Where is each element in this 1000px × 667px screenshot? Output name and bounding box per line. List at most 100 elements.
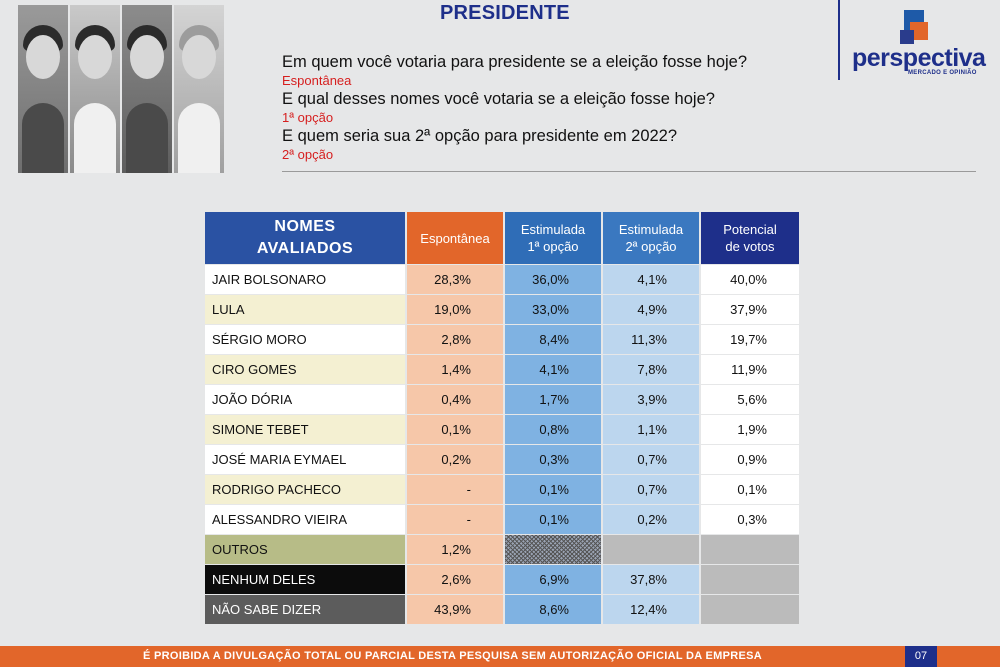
cell-estimulada-2: 3,9% (603, 385, 699, 414)
header-estimulada-2-line1: Estimulada (618, 222, 684, 237)
page-title: PRESIDENTE (440, 2, 570, 24)
header-divider (838, 0, 840, 80)
cell-estimulada-2: 1,1% (603, 415, 699, 444)
cell-estimulada-1: 0,1% (505, 475, 601, 504)
cell-espontanea: 43,9% (407, 595, 503, 624)
portrait-photo (122, 5, 172, 173)
cell-estimulada-2: 4,1% (603, 265, 699, 294)
candidate-name: LULA (205, 295, 405, 324)
logo-mark-icon (900, 10, 930, 46)
cell-estimulada-1: 0,3% (505, 445, 601, 474)
cell-estimulada-2: 0,7% (603, 475, 699, 504)
question-text: E quem seria sua 2ª opção para president… (282, 127, 678, 145)
cell-estimulada-1: 8,4% (505, 325, 601, 354)
candidate-name: JAIR BOLSONARO (205, 265, 405, 294)
candidate-name: NENHUM DELES (205, 565, 405, 594)
header-names-line1: NOMES (274, 218, 336, 235)
table-row: JOÃO DÓRIA 0,4% 1,7% 3,9% 5,6% (205, 384, 799, 414)
cell-not-applicable (701, 565, 799, 594)
footer-bar: É PROIBIDA A DIVULGAÇÃO TOTAL OU PARCIAL… (0, 646, 1000, 667)
header-potencial: Potencial de votos (701, 212, 799, 264)
cell-not-applicable (701, 535, 799, 564)
candidate-name: JOSÉ MARIA EYMAEL (205, 445, 405, 474)
candidate-name: JOÃO DÓRIA (205, 385, 405, 414)
cell-potencial: 37,9% (701, 295, 799, 324)
company-logo: perspectiva MERCADO E OPINIÃO (852, 8, 986, 76)
candidate-name: OUTROS (205, 535, 405, 564)
header-espontanea: Espontânea (407, 212, 503, 264)
survey-questions: Em quem você votaria para presidente se … (282, 52, 982, 163)
candidate-name: SÉRGIO MORO (205, 325, 405, 354)
cell-estimulada-1: 8,6% (505, 595, 601, 624)
table-row: CIRO GOMES 1,4% 4,1% 7,8% 11,9% (205, 354, 799, 384)
table-row: NENHUM DELES 2,6% 6,9% 37,8% (205, 564, 799, 594)
cell-estimulada-1: 6,9% (505, 565, 601, 594)
cell-espontanea: 1,2% (407, 535, 503, 564)
candidate-name: RODRIGO PACHECO (205, 475, 405, 504)
candidate-name: CIRO GOMES (205, 355, 405, 384)
question-text: Em quem você votaria para presidente se … (282, 53, 748, 71)
questions-divider (282, 171, 976, 172)
cell-potencial: 0,1% (701, 475, 799, 504)
question-tag: 2ª opção (282, 147, 334, 162)
cell-estimulada-2: 37,8% (603, 565, 699, 594)
cell-espontanea: - (407, 475, 503, 504)
cell-estimulada-2: 12,4% (603, 595, 699, 624)
page-number: 07 (905, 646, 937, 667)
header-estimulada-1-line1: Estimulada (520, 222, 586, 237)
cell-potencial: 1,9% (701, 415, 799, 444)
candidate-name: NÃO SABE DIZER (205, 595, 405, 624)
cell-estimulada-1: 36,0% (505, 265, 601, 294)
cell-estimulada-2: 0,7% (603, 445, 699, 474)
table-row: OUTROS 1,2% (205, 534, 799, 564)
header-potencial-line1: Potencial (723, 222, 777, 237)
cell-estimulada-2: 4,9% (603, 295, 699, 324)
cell-not-applicable (603, 535, 699, 564)
cell-estimulada-2: 0,2% (603, 505, 699, 534)
cell-espontanea: 0,2% (407, 445, 503, 474)
portrait-photo (70, 5, 120, 173)
cell-espontanea: 19,0% (407, 295, 503, 324)
header-potencial-line2: de votos (725, 239, 775, 254)
cell-estimulada-1: 1,7% (505, 385, 601, 414)
cell-estimulada-1: 0,1% (505, 505, 601, 534)
header-estimulada-1: Estimulada 1ª opção (505, 212, 601, 264)
question-tag: 1ª opção (282, 110, 334, 125)
cell-potencial: 40,0% (701, 265, 799, 294)
header-estimulada-1-line2: 1ª opção (527, 239, 579, 254)
cell-espontanea: - (407, 505, 503, 534)
results-table: NOMES AVALIADOS Espontânea Estimulada 1ª o… (205, 212, 799, 624)
cell-not-applicable (505, 535, 601, 564)
cell-espontanea: 1,4% (407, 355, 503, 384)
portrait-photo (18, 5, 68, 173)
cell-espontanea: 0,4% (407, 385, 503, 414)
table-row: SÉRGIO MORO 2,8% 8,4% 11,3% 19,7% (205, 324, 799, 354)
table-row: RODRIGO PACHECO - 0,1% 0,7% 0,1% (205, 474, 799, 504)
cell-estimulada-2: 7,8% (603, 355, 699, 384)
table-row: JAIR BOLSONARO 28,3% 36,0% 4,1% 40,0% (205, 264, 799, 294)
header-estimulada-2-line2: 2ª opção (625, 239, 677, 254)
cell-not-applicable (701, 595, 799, 624)
cell-estimulada-1: 0,8% (505, 415, 601, 444)
header-names: NOMES AVALIADOS (205, 212, 405, 264)
table-header: NOMES AVALIADOS Espontânea Estimulada 1ª o… (205, 212, 799, 264)
cell-espontanea: 0,1% (407, 415, 503, 444)
portrait-photo (174, 5, 224, 173)
cell-estimulada-2: 11,3% (603, 325, 699, 354)
logo-text: perspectiva (852, 44, 986, 72)
cell-estimulada-1: 4,1% (505, 355, 601, 384)
table-row: SIMONE TEBET 0,1% 0,8% 1,1% 1,9% (205, 414, 799, 444)
cell-espontanea: 2,8% (407, 325, 503, 354)
table-row: NÃO SABE DIZER 43,9% 8,6% 12,4% (205, 594, 799, 624)
cell-espontanea: 2,6% (407, 565, 503, 594)
candidates-photo-strip (18, 5, 224, 173)
cell-potencial: 5,6% (701, 385, 799, 414)
table-row: ALESSANDRO VIEIRA - 0,1% 0,2% 0,3% (205, 504, 799, 534)
footer-disclaimer: É PROIBIDA A DIVULGAÇÃO TOTAL OU PARCIAL… (143, 650, 762, 662)
candidate-name: SIMONE TEBET (205, 415, 405, 444)
cell-potencial: 19,7% (701, 325, 799, 354)
cell-potencial: 0,9% (701, 445, 799, 474)
header-estimulada-2: Estimulada 2ª opção (603, 212, 699, 264)
cell-potencial: 0,3% (701, 505, 799, 534)
table-row: LULA 19,0% 33,0% 4,9% 37,9% (205, 294, 799, 324)
